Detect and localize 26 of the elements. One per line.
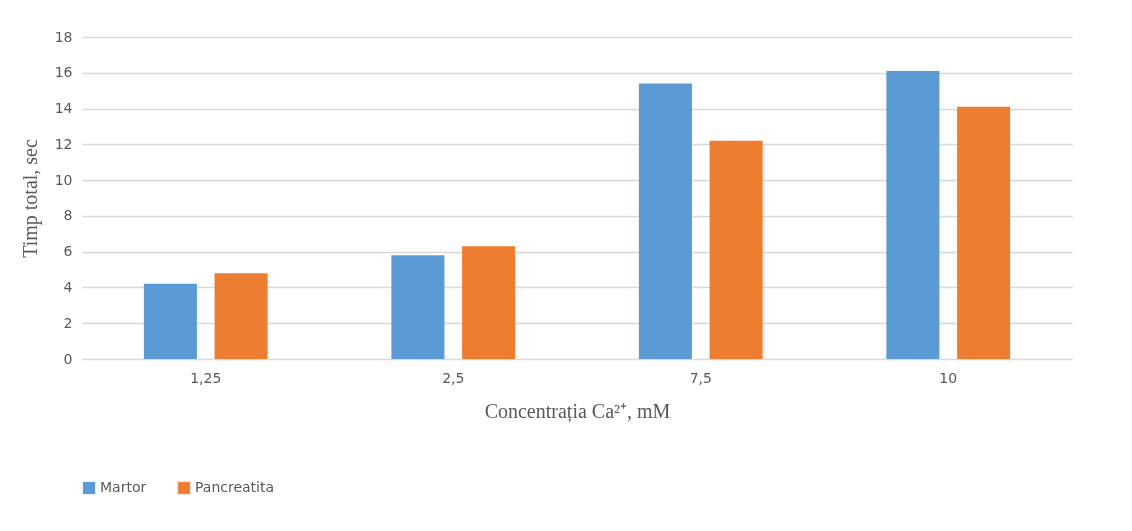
x-tick-label: 7,5 xyxy=(689,369,712,386)
x-tick-label: 2,5 xyxy=(442,369,465,386)
y-tick-label: 6 xyxy=(63,243,73,260)
bar xyxy=(638,83,692,359)
y-tick-label: 14 xyxy=(54,100,73,117)
y-tick-label: 16 xyxy=(54,64,73,81)
bar xyxy=(957,106,1011,359)
x-tick-label: 1,25 xyxy=(190,369,222,386)
legend-label: Pancreatita xyxy=(195,479,275,495)
bar xyxy=(214,273,268,359)
bar xyxy=(143,283,197,359)
legend-label: Martor xyxy=(100,479,147,495)
y-tick-label: 12 xyxy=(54,135,73,152)
x-tick-label: 10 xyxy=(939,369,958,386)
y-tick-label: 18 xyxy=(54,28,73,45)
y-tick-label: 4 xyxy=(63,278,73,295)
bar xyxy=(709,140,763,359)
y-tick-label: 8 xyxy=(63,207,73,224)
y-tick-label: 10 xyxy=(54,171,73,188)
y-tick-label: 0 xyxy=(63,350,73,367)
y-axis-title: Timp total, sec xyxy=(18,139,42,258)
x-axis-title: Concentrația Ca²⁺, mM xyxy=(484,399,671,423)
y-tick-label: 2 xyxy=(63,314,73,331)
bar xyxy=(462,246,516,359)
bar xyxy=(886,70,940,359)
bar xyxy=(391,255,445,359)
